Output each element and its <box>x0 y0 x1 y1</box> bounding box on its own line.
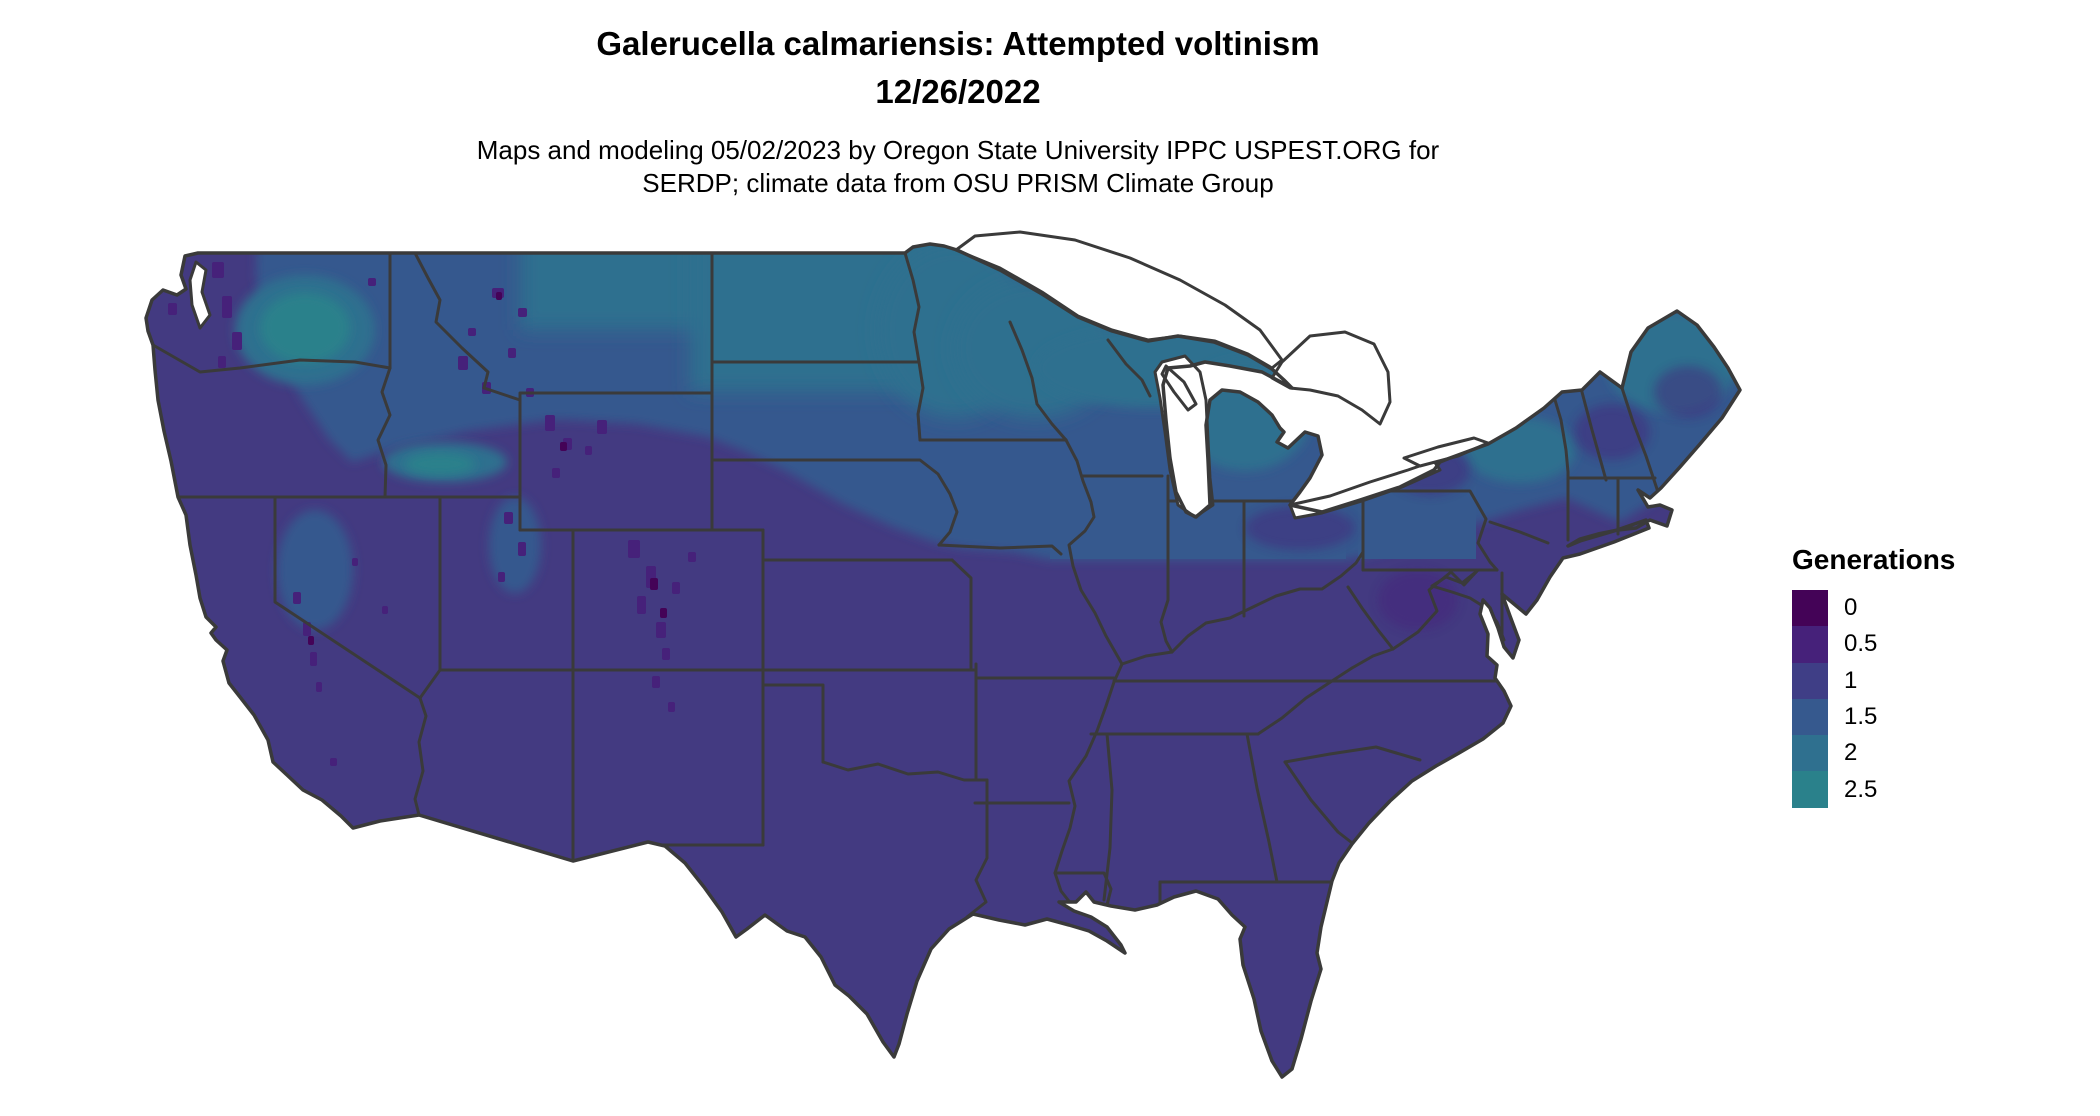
map-date: 12/26/2022 <box>875 73 1041 110</box>
legend-row: 2 <box>1792 735 1955 772</box>
legend-row: 1 <box>1792 662 1955 699</box>
legend-swatch <box>1792 698 1828 736</box>
legend-entries: 0 0.5 1 1.5 2 2.5 <box>1792 590 1955 808</box>
legend-swatch <box>1792 590 1828 627</box>
band-2_5-generations <box>260 293 475 475</box>
legend-swatch <box>1792 662 1828 699</box>
us-outline <box>144 242 1742 1079</box>
legend-label: 2.5 <box>1844 775 1878 803</box>
legend-row: 0 <box>1792 590 1955 627</box>
map-subtitle-line2: SERDP; climate data from OSU PRISM Clima… <box>642 168 1274 198</box>
land-base <box>146 244 1740 1077</box>
legend-row: 0.5 <box>1792 626 1955 663</box>
legend-row: 1.5 <box>1792 698 1955 736</box>
lake-huron <box>1270 330 1392 426</box>
legend-label: 1.5 <box>1844 703 1878 731</box>
map-title: Galerucella calmariensis: Attempted volt… <box>596 25 1320 62</box>
legend-swatch <box>1792 735 1828 772</box>
legend-swatch <box>1792 771 1828 808</box>
legend-swatch <box>1792 626 1828 663</box>
puget-sound <box>188 260 212 330</box>
legend-row: 2.5 <box>1792 771 1955 808</box>
lake-erie <box>1288 459 1442 520</box>
legend-title: Generations <box>1792 544 1956 575</box>
state-borders <box>151 251 1660 919</box>
green-bay <box>1160 364 1198 412</box>
legend-label: 0.5 <box>1844 630 1878 658</box>
map-subtitle-line1: Maps and modeling 05/02/2023 by Oregon S… <box>476 135 1440 165</box>
legend-label: 1 <box>1844 666 1858 694</box>
legend: Generations 0 0.5 1 1.5 2 2.5 <box>1792 544 1955 808</box>
legend-label: 2 <box>1844 739 1858 767</box>
legend-label: 0 <box>1844 594 1858 622</box>
